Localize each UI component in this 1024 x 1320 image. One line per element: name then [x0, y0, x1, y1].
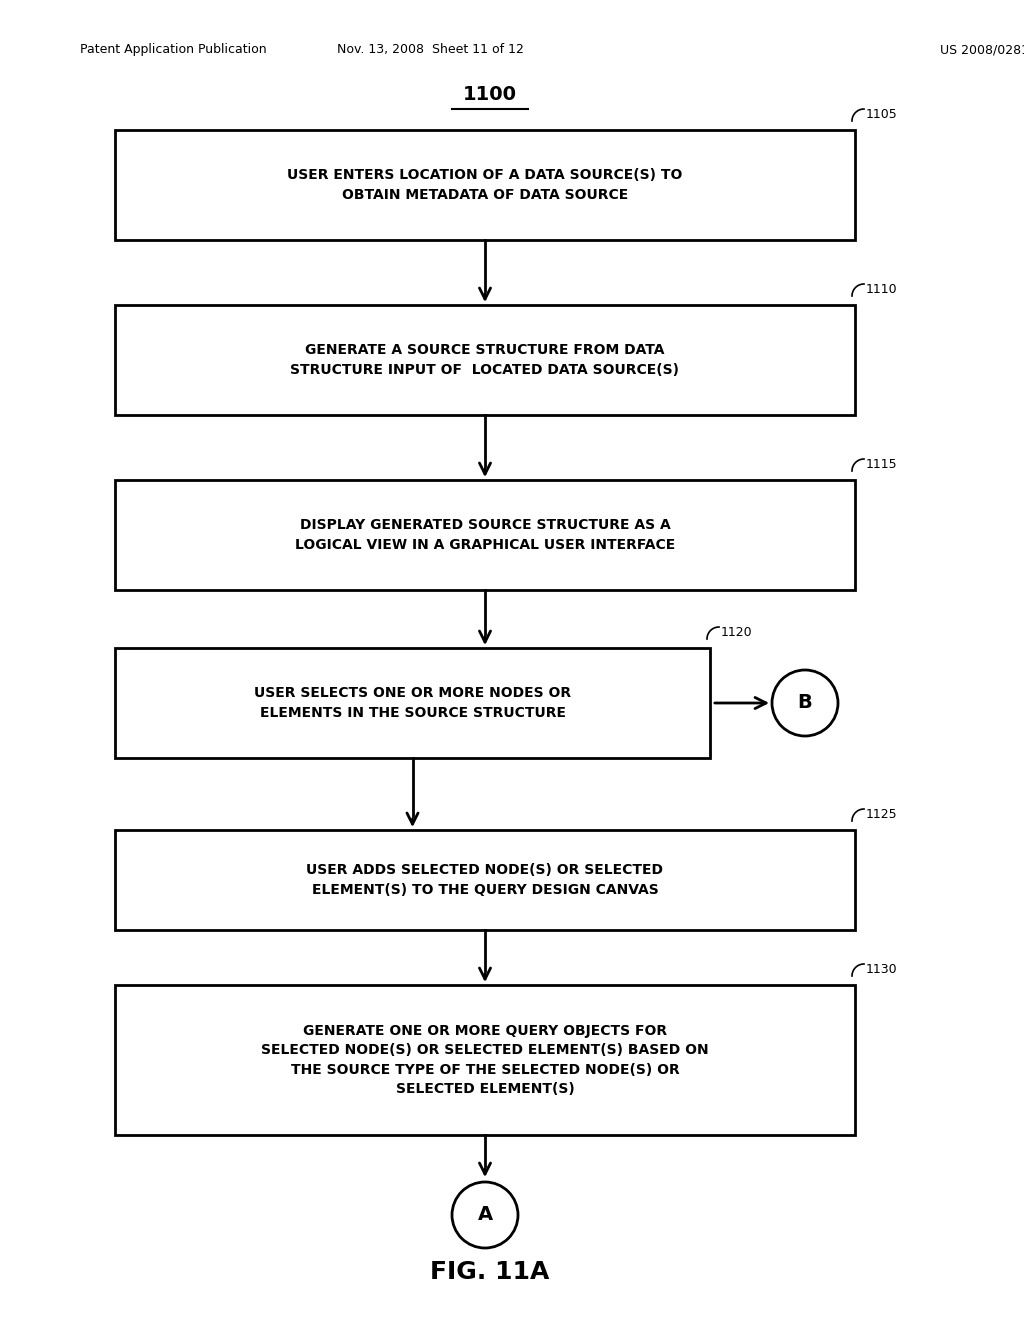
Text: B: B	[798, 693, 812, 713]
Text: GENERATE A SOURCE STRUCTURE FROM DATA
STRUCTURE INPUT OF  LOCATED DATA SOURCE(S): GENERATE A SOURCE STRUCTURE FROM DATA ST…	[291, 343, 680, 376]
Bar	[115, 480, 855, 590]
Text: A: A	[477, 1205, 493, 1225]
Text: 1125: 1125	[866, 808, 898, 821]
Text: US 2008/0281802 A1: US 2008/0281802 A1	[940, 44, 1024, 57]
Circle shape	[772, 671, 838, 737]
Text: USER SELECTS ONE OR MORE NODES OR
ELEMENTS IN THE SOURCE STRUCTURE: USER SELECTS ONE OR MORE NODES OR ELEMEN…	[254, 686, 571, 719]
Text: USER ENTERS LOCATION OF A DATA SOURCE(S) TO
OBTAIN METADATA OF DATA SOURCE: USER ENTERS LOCATION OF A DATA SOURCE(S)…	[288, 168, 683, 202]
Bar	[115, 985, 855, 1135]
Text: USER ADDS SELECTED NODE(S) OR SELECTED
ELEMENT(S) TO THE QUERY DESIGN CANVAS: USER ADDS SELECTED NODE(S) OR SELECTED E…	[306, 863, 664, 896]
Bar	[115, 129, 855, 240]
Bar	[115, 830, 855, 931]
Text: Nov. 13, 2008  Sheet 11 of 12: Nov. 13, 2008 Sheet 11 of 12	[337, 44, 523, 57]
Bar	[115, 648, 710, 758]
Text: 1105: 1105	[866, 108, 898, 121]
Text: Patent Application Publication: Patent Application Publication	[80, 44, 266, 57]
Text: 1110: 1110	[866, 282, 898, 296]
Text: FIG. 11A: FIG. 11A	[430, 1261, 550, 1284]
Text: 1120: 1120	[721, 626, 753, 639]
Text: 1115: 1115	[866, 458, 898, 471]
Circle shape	[452, 1181, 518, 1247]
Text: 1130: 1130	[866, 964, 898, 975]
Bar	[115, 305, 855, 414]
Text: DISPLAY GENERATED SOURCE STRUCTURE AS A
LOGICAL VIEW IN A GRAPHICAL USER INTERFA: DISPLAY GENERATED SOURCE STRUCTURE AS A …	[295, 519, 675, 552]
Text: 1100: 1100	[463, 86, 517, 104]
Text: GENERATE ONE OR MORE QUERY OBJECTS FOR
SELECTED NODE(S) OR SELECTED ELEMENT(S) B: GENERATE ONE OR MORE QUERY OBJECTS FOR S…	[261, 1024, 709, 1096]
